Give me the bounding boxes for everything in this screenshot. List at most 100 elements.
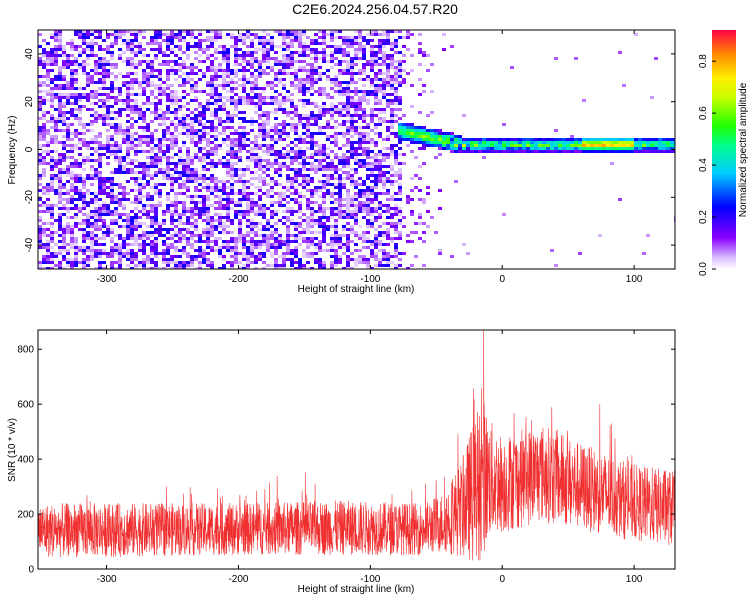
spectrogram-cell [214, 153, 218, 156]
spectrogram-cell [254, 102, 258, 105]
spectrogram-cell [366, 39, 370, 42]
spectrogram-cell [242, 183, 246, 186]
spectrogram-cell [642, 138, 646, 141]
spectrogram-cell [338, 48, 342, 51]
spectrogram-cell [58, 264, 62, 267]
spectrogram-cell [134, 51, 138, 54]
spectrogram-cell [146, 261, 150, 264]
spectrogram-cell [138, 51, 142, 54]
spectrogram-cell [278, 255, 282, 258]
spectrogram-cell [214, 225, 218, 228]
spectrogram-cell [254, 135, 258, 138]
spectrogram-cell [182, 204, 186, 207]
spectrogram-cell [110, 267, 114, 269]
spectrogram-cell [174, 171, 178, 174]
spectrogram-cell [250, 210, 254, 213]
spectrogram-cell [406, 36, 410, 39]
spectrogram-cell [330, 174, 334, 177]
spectrogram-cell [362, 183, 366, 186]
spectrogram-cell [298, 78, 302, 81]
spectrogram-cell [538, 150, 542, 153]
spectrogram-cell [346, 243, 350, 246]
spectrogram-cell [370, 171, 374, 174]
spectrogram-cell [82, 126, 86, 129]
spectrogram-cell [362, 246, 366, 249]
spectrogram-cell [178, 36, 182, 39]
spectrogram-cell [202, 51, 206, 54]
spectrogram-cell [394, 102, 398, 105]
spectrogram-cell [138, 177, 142, 180]
spectrogram-cell [306, 120, 310, 123]
spectrogram-cell [362, 150, 366, 153]
spectrogram-cell [354, 264, 358, 267]
spectrogram-cell [246, 255, 250, 258]
spectrogram-cell [242, 81, 246, 84]
spectrogram-cell [190, 63, 194, 66]
spectrogram-cell [190, 258, 194, 261]
spectrogram-cell [334, 90, 338, 93]
spectrogram-cell [286, 33, 290, 36]
spectrogram-cell [162, 267, 166, 269]
spectrogram-cell [390, 240, 394, 243]
spectrogram-cell [42, 60, 46, 63]
spectrogram-cell [318, 111, 322, 114]
spectrogram-cell [242, 234, 246, 237]
spectrogram-cell [150, 174, 154, 177]
spectrogram-cell [294, 249, 298, 252]
spectrogram-cell [126, 138, 130, 141]
spectrogram-cell [358, 42, 362, 45]
spectrogram-cell [314, 42, 318, 45]
spectrogram-cell [98, 225, 102, 228]
spectrogram-cell [550, 147, 554, 150]
spectrogram-cell [374, 162, 378, 165]
spectrogram-cell [54, 129, 58, 132]
spectrogram-cell [190, 45, 194, 48]
spectrogram-cell [218, 225, 222, 228]
spectrogram-cell [154, 159, 158, 162]
spectrogram-cell [298, 114, 302, 117]
spectrogram-cell [54, 117, 58, 120]
spectrogram-cell [326, 33, 330, 36]
spectrogram-cell [410, 135, 414, 138]
spectrogram-cell [330, 177, 334, 180]
spectrogram-cell [54, 36, 58, 39]
spectrogram-cell [426, 129, 430, 132]
spectrogram-cell [94, 138, 98, 141]
spectrogram-cell [378, 42, 382, 45]
spectrogram-cell [218, 216, 222, 219]
spectrogram-cell [54, 243, 58, 246]
spectrogram-cell [66, 201, 70, 204]
spectrogram-cell [274, 237, 278, 240]
spectrogram-cell [146, 66, 150, 69]
spectrogram-cell [74, 246, 78, 249]
spectrogram-cell [402, 129, 406, 132]
spectrogram-cell [586, 147, 590, 150]
spectrogram-cell [222, 48, 226, 51]
spectrogram-cell [386, 234, 390, 237]
spectrogram-cell [134, 234, 138, 237]
spectrogram-cell [346, 36, 350, 39]
spectrogram-cell [106, 51, 110, 54]
spectrogram-cell [234, 237, 238, 240]
spectrogram-cell [602, 144, 606, 147]
spectrogram-cell [214, 30, 218, 33]
spectrogram-cell [242, 135, 246, 138]
spectrogram-cell [78, 51, 82, 54]
spectrogram-cell [274, 267, 278, 269]
spectrogram-cell [130, 237, 134, 240]
spectrogram-cell [318, 189, 322, 192]
spectrogram-cell [282, 66, 286, 69]
spectrogram-cell [390, 54, 394, 57]
spectrogram-cell [146, 126, 150, 129]
spectrogram-cell [186, 93, 190, 96]
spectrogram-cell [246, 225, 250, 228]
spectrogram-cell [402, 78, 406, 81]
spectrogram-cell [198, 159, 202, 162]
spectrogram-cell [546, 147, 550, 150]
spectrogram-cell [326, 78, 330, 81]
spectrogram-cell [246, 36, 250, 39]
spectrogram-cell [290, 126, 294, 129]
spectrogram-cell [490, 141, 494, 144]
spectrogram-cell [298, 168, 302, 171]
spectrogram-cell [42, 255, 46, 258]
